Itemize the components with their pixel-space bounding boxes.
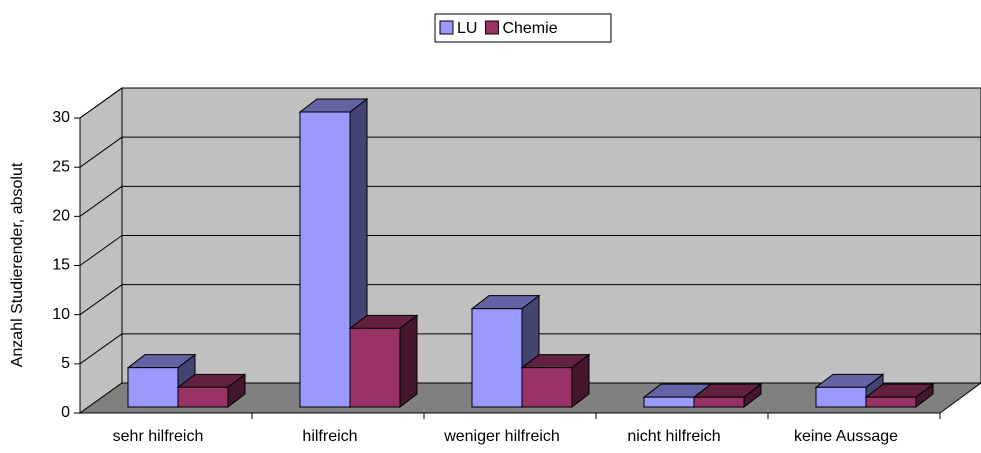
bar <box>865 396 917 408</box>
y-tick-label: 15 <box>52 257 70 274</box>
y-tick-label: 0 <box>61 404 70 421</box>
legend-label: LU <box>457 20 477 37</box>
y-tick-label: 5 <box>61 355 70 372</box>
bar <box>815 386 867 408</box>
bar <box>299 111 351 408</box>
x-tick-label: nicht hilfreich <box>627 428 720 445</box>
y-tick-label: 30 <box>52 109 70 126</box>
x-tick-label: keine Aussage <box>794 428 898 445</box>
grid-line <box>79 284 123 316</box>
legend-swatch <box>439 20 454 35</box>
x-tick-label: hilfreich <box>302 428 357 445</box>
grid-line <box>79 136 123 168</box>
y-tick-label: 25 <box>52 158 70 175</box>
x-tick-label: weniger hilfreich <box>443 428 560 445</box>
grid-line <box>79 185 123 217</box>
bar <box>127 367 179 408</box>
legend-swatch <box>484 20 499 35</box>
grid-line <box>79 235 123 266</box>
legend-box <box>434 13 612 43</box>
grid-line <box>79 333 123 365</box>
x-tick-label: sehr hilfreich <box>113 428 204 445</box>
bar-side <box>399 314 418 409</box>
bar <box>349 327 401 408</box>
legend: LU Chemie <box>434 13 612 43</box>
bar <box>471 308 523 408</box>
bar <box>693 396 745 408</box>
legend-label: Chemie <box>502 20 557 37</box>
y-axis-label: Anzahl Studierender, absolut <box>9 162 26 367</box>
y-tick-label: 10 <box>52 306 70 323</box>
bar <box>643 396 695 408</box>
bar <box>521 367 573 408</box>
grid-line <box>79 87 123 119</box>
bar <box>177 386 229 408</box>
y-tick-label: 20 <box>52 208 70 225</box>
